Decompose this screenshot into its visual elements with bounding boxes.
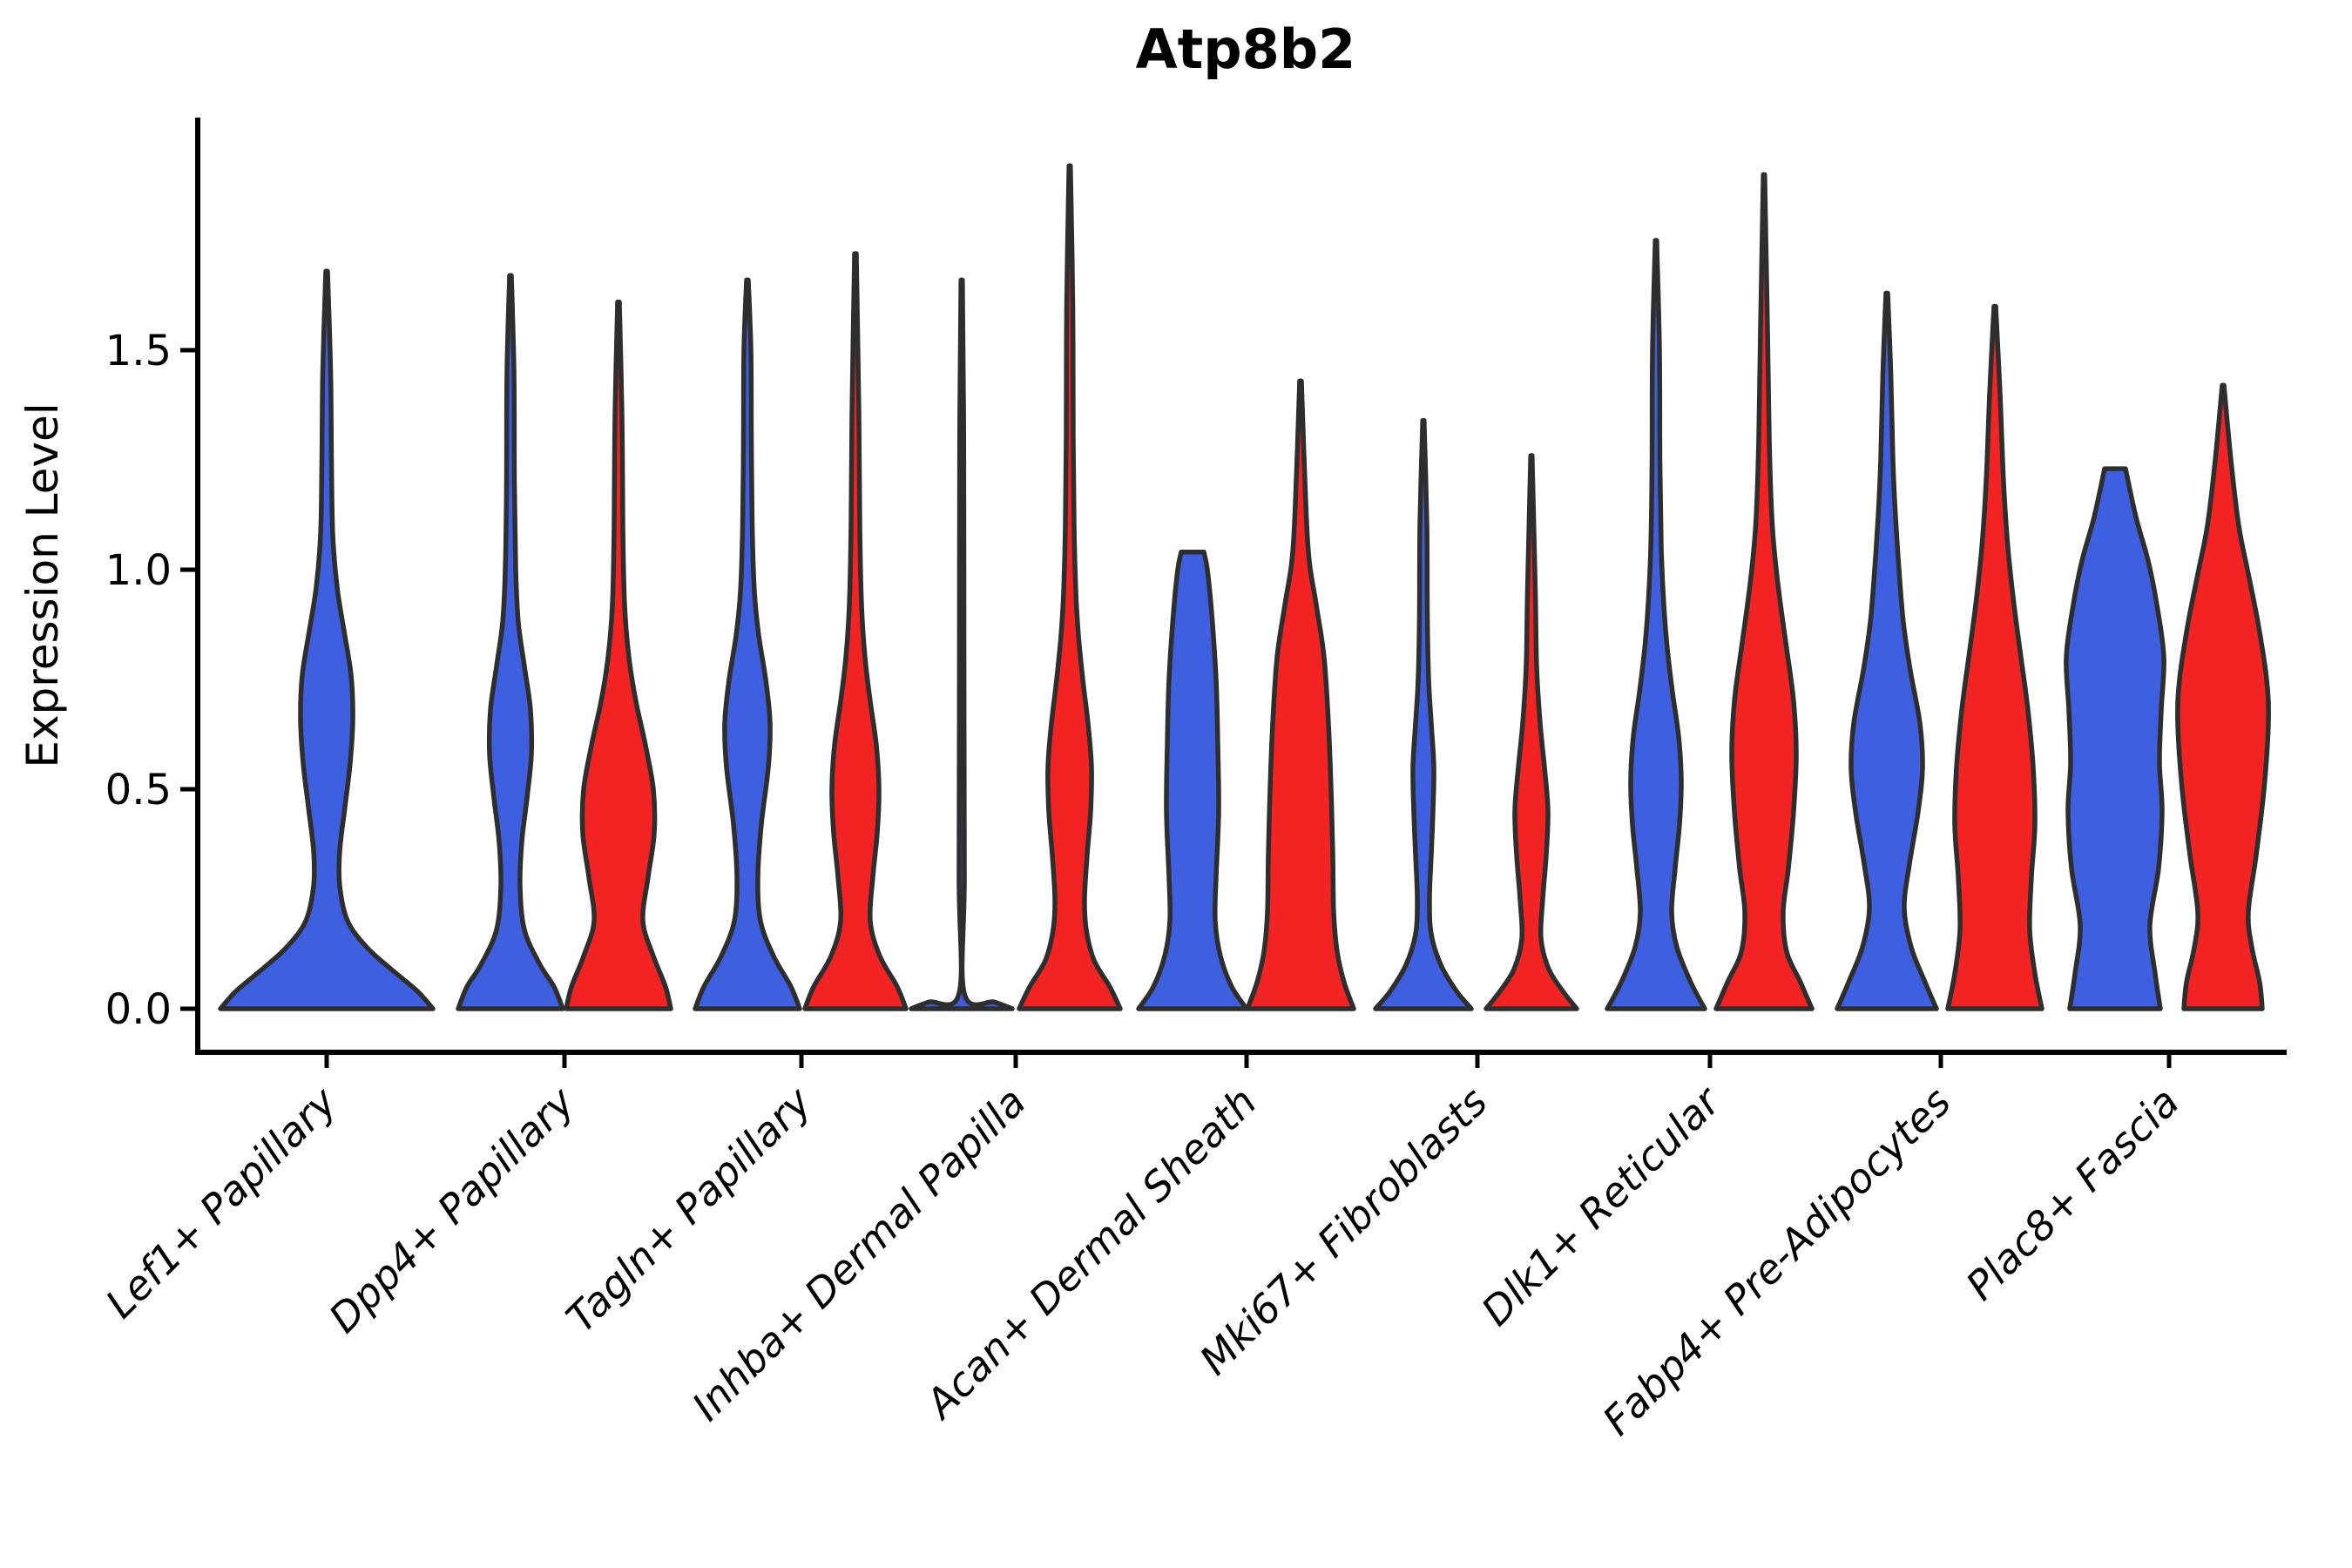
violin-dpp4-papillary-split-1-blue: [456, 273, 565, 1011]
violin-lef1-papillary-split-1-blue: [218, 268, 436, 1011]
x-tick-label: Dpp4+ Papillary: [320, 1078, 584, 1342]
violin-acan-dermal-sheath-split-1-blue: [1136, 550, 1249, 1011]
y-tick-label: 0.0: [105, 985, 172, 1034]
violin-dlk1-reticular-split-1-blue: [1605, 238, 1707, 1011]
violins: [218, 163, 2271, 1011]
violin-tagln-papillary-split-1-blue: [693, 277, 802, 1011]
y-tick-label: 1.5: [105, 327, 172, 375]
y-tick-label: 1.0: [105, 546, 172, 595]
violin-plac8-fascia-split-2-red: [2175, 382, 2271, 1011]
violin-dpp4-papillary-split-2-red: [564, 299, 673, 1011]
chart-title: Atp8b2: [1136, 17, 1356, 81]
violin-dlk1-reticular-split-2-red: [1713, 172, 1815, 1011]
violin-mki67-fibroblasts-split-1-blue: [1373, 417, 1474, 1011]
violin-inhba-dermal-papilla-split-1-blue: [909, 277, 1015, 1011]
y-axis-label: Expression Level: [17, 402, 68, 767]
violin-inhba-dermal-papilla-split-2-red: [1017, 163, 1123, 1011]
x-tick-label: Lef1+ Papillary: [97, 1078, 346, 1327]
violin-acan-dermal-sheath-split-2-red: [1245, 378, 1356, 1011]
x-tick-label: Dlk1+ Reticular: [1472, 1076, 1731, 1335]
x-tick-label: Plac8+ Fascia: [1957, 1078, 2187, 1309]
violin-fabp4-pre-adipocytes-split-1-blue: [1835, 290, 1939, 1011]
violin-tagln-papillary-split-2-red: [802, 251, 909, 1011]
violin-fabp4-pre-adipocytes-split-2-red: [1945, 303, 2044, 1011]
y-tick-label: 0.5: [105, 766, 172, 814]
axes: [180, 118, 2287, 1068]
violin-mki67-fibroblasts-split-2-red: [1484, 453, 1579, 1011]
violin-plac8-fascia-split-1-blue: [2064, 466, 2166, 1011]
